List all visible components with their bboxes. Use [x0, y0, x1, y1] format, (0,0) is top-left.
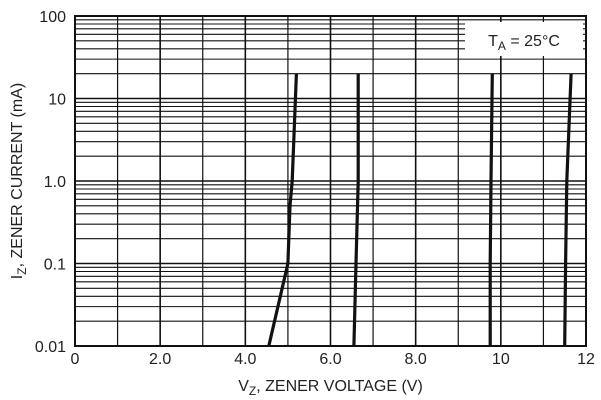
y-tick-label: 0.1	[44, 257, 66, 274]
series-line-2	[352, 73, 360, 347]
y-tick-label: 10	[48, 92, 66, 109]
series-line-3	[488, 73, 494, 346]
y-axis-title: IZ, ZENER CURRENT (mA)	[9, 83, 29, 279]
grid-layer	[74, 15, 587, 347]
x-tick-label: 0	[71, 351, 80, 368]
x-tick-label: 10	[492, 351, 510, 368]
x-tick-label: 8.0	[405, 351, 427, 368]
annotation-box	[465, 22, 583, 56]
y-tick-label: 1.0	[44, 174, 66, 191]
temperature-annotation: TA = 25°C	[488, 33, 560, 53]
x-tick-label: 12	[577, 351, 595, 368]
series-line-4	[563, 73, 573, 347]
x-axis-title: VZ, ZENER VOLTAGE (V)	[238, 378, 423, 398]
series-line-1	[267, 73, 298, 347]
y-tick-label: 0.01	[35, 339, 66, 356]
plot-frame	[74, 15, 587, 347]
x-tick-label: 2.0	[149, 351, 171, 368]
y-tick-label: 100	[39, 9, 66, 26]
series-layer	[267, 73, 573, 347]
x-tick-label: 6.0	[319, 351, 341, 368]
label-layer: 0 2.0 4.0 6.0 8.0 10 12 0.01 0.1 1.0 10 100 VZ, ZENE…	[9, 9, 595, 398]
x-tick-label: 4.0	[234, 351, 256, 368]
